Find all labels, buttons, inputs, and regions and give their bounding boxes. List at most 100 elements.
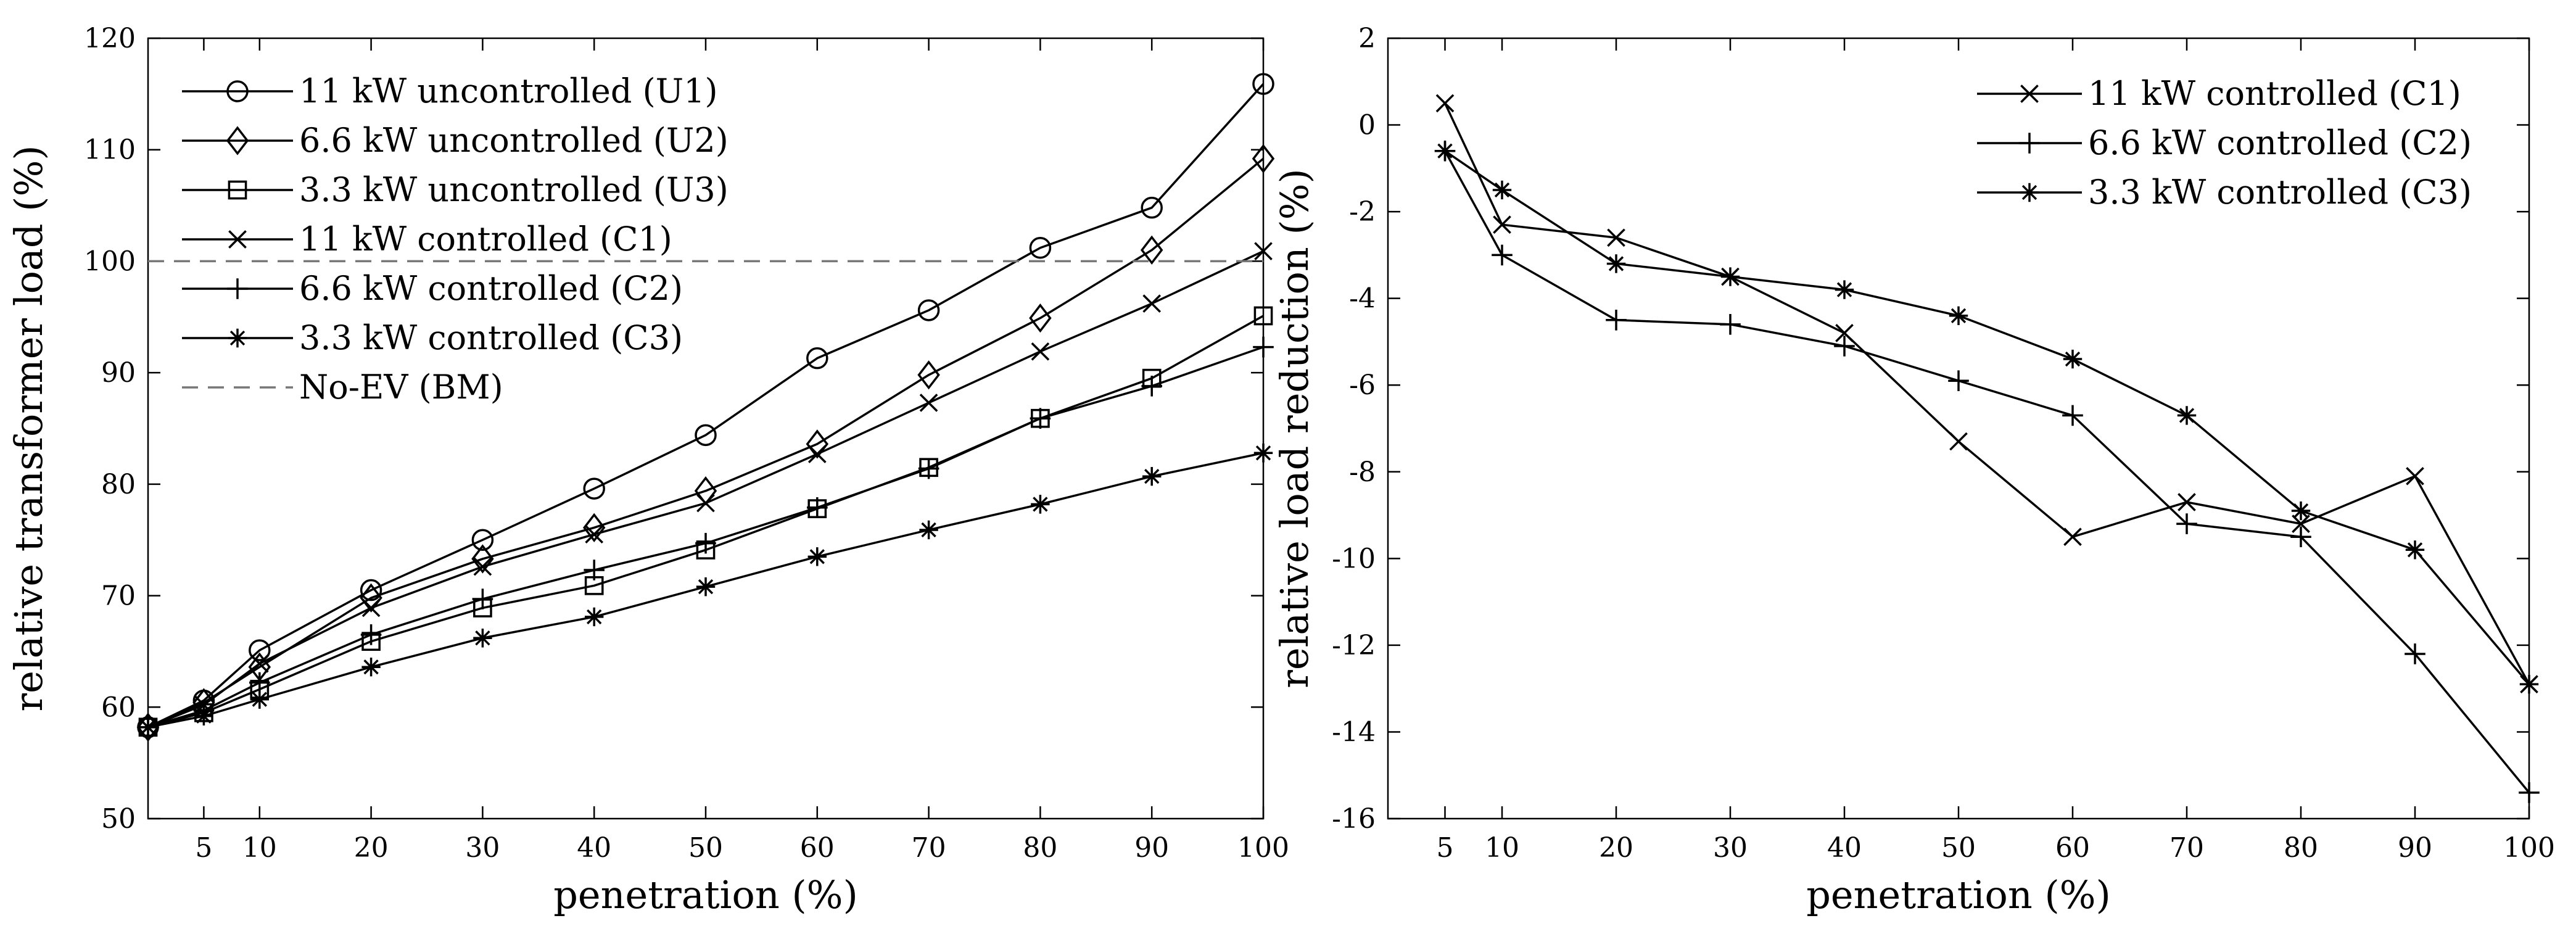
legend-marker bbox=[228, 328, 247, 348]
legend: 11 kW uncontrolled (U1) 6.6 kW uncontroll… bbox=[182, 72, 729, 407]
x-tick-label: 30 bbox=[465, 832, 500, 864]
legend-entry-6-6-kw-uncontrolled-u2: 6.6 kW uncontrolled (U2) bbox=[182, 121, 729, 160]
data-point bbox=[2406, 466, 2424, 485]
x-tick-label: 10 bbox=[1485, 832, 1519, 864]
series-line bbox=[147, 345, 1264, 729]
data-point bbox=[695, 532, 716, 554]
x-tick-label: 80 bbox=[2284, 832, 2318, 864]
legend-marker bbox=[227, 278, 248, 299]
data-point bbox=[473, 629, 492, 648]
data-point bbox=[2291, 501, 2311, 521]
data-point bbox=[138, 717, 158, 737]
data-point bbox=[360, 624, 382, 645]
legend-label: 11 kW uncontrolled (U1) bbox=[299, 72, 718, 110]
chart-transformer-load: 5 10 20 30 40 50 60 70 80 90 100 50 60 70 80 90 100 110 12… bbox=[6, 23, 1289, 917]
x-axis-label: penetration (%) bbox=[1806, 872, 2111, 917]
x-tick-label: 70 bbox=[912, 832, 946, 864]
y-tick-label: -2 bbox=[1349, 196, 1376, 228]
data-point bbox=[1253, 444, 1273, 463]
legend-label: 3.3 kW controlled (C3) bbox=[2088, 173, 2472, 212]
data-point bbox=[2292, 514, 2310, 533]
legend-entry-no-ev-bm: No-EV (BM) bbox=[182, 368, 503, 407]
data-point bbox=[471, 544, 494, 574]
series-line bbox=[147, 157, 1265, 729]
legend-entry-3-3-kw-controlled-c3: 3.3 kW controlled (C3) bbox=[182, 318, 683, 357]
data-point bbox=[1435, 94, 1455, 113]
x-tick-label: 40 bbox=[577, 832, 611, 864]
y-axis-label: relative load reduction (%) bbox=[1272, 168, 1317, 688]
x-tick-label: 10 bbox=[242, 832, 277, 864]
data-point bbox=[585, 525, 604, 544]
data-point bbox=[584, 560, 605, 580]
data-point bbox=[1029, 236, 1052, 259]
legend-label: 3.3 kW controlled (C3) bbox=[299, 318, 683, 357]
y-tick-label: -16 bbox=[1332, 803, 1376, 835]
legend-entry-6-6-kw-controlled-c2: 6.6 kW controlled (C2) bbox=[182, 269, 683, 308]
data-point bbox=[2290, 526, 2311, 547]
data-point bbox=[1142, 467, 1162, 486]
x-tick-label: 5 bbox=[195, 832, 212, 864]
data-point bbox=[361, 598, 381, 618]
x-tick-label: 20 bbox=[1599, 832, 1633, 864]
legend-entry-11-kw-uncontrolled-u1: 11 kW uncontrolled (U1) bbox=[182, 72, 718, 110]
chart-load-reduction: 5 10 20 30 40 50 60 70 80 90 100-16-14-12-10-8-6-4… bbox=[1272, 23, 2555, 917]
data-point bbox=[807, 547, 827, 566]
y-tick-label: 0 bbox=[1358, 110, 1376, 141]
legend-entry-3-3-kw-controlled-c3: 3.3 kW controlled (C3) bbox=[1977, 173, 2472, 212]
series-3-3-kw-controlled-c3 bbox=[138, 444, 1273, 737]
data-point bbox=[807, 445, 827, 463]
legend-marker bbox=[228, 230, 247, 249]
x-tick-label: 100 bbox=[2503, 832, 2555, 864]
y-tick-label: 2 bbox=[1358, 23, 1376, 54]
x-tick-label: 60 bbox=[2055, 832, 2090, 864]
data-point bbox=[250, 654, 269, 673]
x-tick-label: 50 bbox=[688, 832, 723, 864]
y-axis-label: relative transformer load (%) bbox=[6, 145, 51, 711]
y-tick-label: 60 bbox=[101, 692, 136, 723]
legend-marker bbox=[2020, 183, 2039, 202]
data-point bbox=[1493, 215, 1511, 234]
data-point bbox=[585, 607, 604, 627]
data-point bbox=[1142, 294, 1162, 313]
data-point bbox=[2063, 349, 2083, 369]
y-tick-label: 70 bbox=[101, 580, 136, 612]
data-point bbox=[1252, 144, 1275, 173]
legend-marker bbox=[228, 180, 247, 200]
data-point bbox=[473, 557, 492, 576]
data-point bbox=[583, 477, 605, 500]
data-point bbox=[1949, 432, 1968, 451]
data-point bbox=[249, 672, 270, 693]
series-3-3-kw-controlled-c3 bbox=[1435, 141, 2539, 694]
y-tick-label: 80 bbox=[101, 469, 136, 500]
series-line bbox=[147, 250, 1264, 729]
data-point bbox=[2063, 527, 2082, 547]
data-point bbox=[1252, 73, 1274, 95]
data-point bbox=[2405, 540, 2425, 560]
data-point bbox=[917, 299, 940, 321]
legend-label: 11 kW controlled (C1) bbox=[299, 220, 672, 258]
data-point bbox=[918, 458, 939, 479]
data-point bbox=[360, 583, 382, 613]
x-tick-label: 70 bbox=[2169, 832, 2204, 864]
data-point bbox=[1720, 267, 1740, 286]
data-point bbox=[919, 394, 938, 412]
data-point bbox=[2178, 493, 2196, 511]
y-tick-label: -10 bbox=[1332, 543, 1376, 574]
data-point bbox=[471, 529, 494, 551]
legend-label: No-EV (BM) bbox=[299, 368, 503, 407]
x-tick-label: 90 bbox=[1134, 832, 1169, 864]
legend-entry-11-kw-controlled-c1: 11 kW controlled (C1) bbox=[182, 220, 672, 258]
x-tick-label: 30 bbox=[1713, 832, 1748, 864]
data-point bbox=[1031, 342, 1050, 361]
legend: 11 kW controlled (C1) 6.6 kW controlled (… bbox=[1977, 74, 2472, 212]
data-point bbox=[249, 639, 271, 661]
legend-entry-6-6-kw-controlled-c2: 6.6 kW controlled (C2) bbox=[1977, 123, 2472, 162]
data-point bbox=[1949, 306, 1968, 325]
y-tick-label: -6 bbox=[1349, 370, 1376, 401]
legend-marker bbox=[226, 80, 249, 102]
data-point bbox=[1834, 336, 1855, 357]
x-tick-label: 100 bbox=[1237, 832, 1289, 864]
y-tick-label: 50 bbox=[101, 803, 136, 835]
legend-label: 6.6 kW controlled (C2) bbox=[299, 269, 683, 308]
